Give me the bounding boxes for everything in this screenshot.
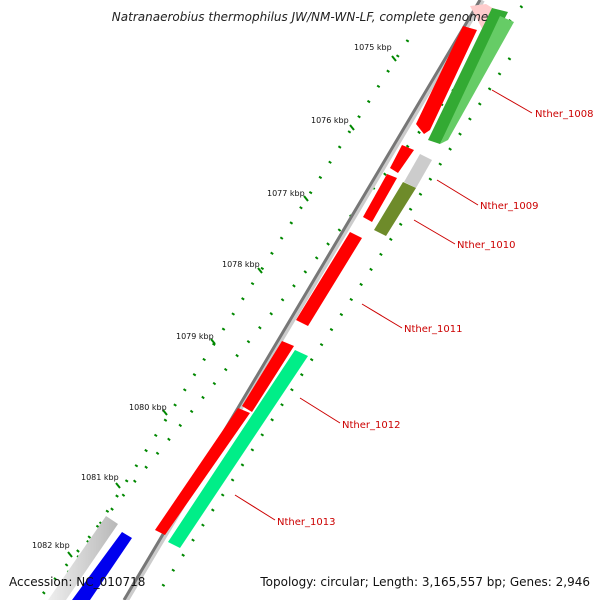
- gene-label-nther-1012: Nther_1012: [342, 420, 400, 431]
- gene-labels: Nther_1008 Nther_1009 Nther_1010 Nther_1…: [277, 109, 593, 528]
- major-tick: [391, 55, 397, 62]
- hit-feature-olive: [374, 182, 416, 236]
- cds-track: [155, 4, 502, 535]
- scale-label: 1082 kbp: [32, 541, 70, 550]
- scale-label: 1080 kbp: [129, 403, 167, 412]
- cds-feature: [155, 408, 250, 535]
- major-ticks: [67, 55, 397, 558]
- hit-feature-green-light: [440, 16, 514, 144]
- leader-line: [413, 219, 456, 245]
- major-tick: [349, 124, 355, 131]
- scale-label: 1075 kbp: [354, 43, 392, 52]
- scale-label: 1077 kbp: [267, 189, 305, 198]
- genome-summary-text: Topology: circular; Length: 3,165,557 bp…: [259, 575, 590, 589]
- leader-line: [299, 397, 341, 424]
- minor-tick-row: [36, 5, 524, 600]
- scale-labels: 1075 kbp 1076 kbp 1077 kbp 1078 kbp 1079…: [32, 43, 392, 550]
- cds-feature: [296, 232, 362, 326]
- hit-track: [168, 8, 514, 548]
- cds-feature: [416, 26, 477, 134]
- leader-line: [491, 89, 533, 114]
- no-hit-feature: [48, 516, 118, 600]
- gene-label-nther-1010: Nther_1010: [457, 240, 515, 251]
- minor-tick-row: [50, 39, 410, 599]
- major-tick: [162, 409, 168, 416]
- major-tick: [257, 267, 263, 274]
- minor-ticks: [36, 5, 524, 600]
- major-tick: [210, 338, 216, 345]
- cds-feature: [390, 145, 414, 173]
- scale-label: 1079 kbp: [176, 332, 214, 341]
- gene-label-nther-1008: Nther_1008: [535, 109, 593, 120]
- cds-feature: [363, 174, 397, 222]
- blast-hit-feature: [72, 532, 132, 600]
- leader-line: [361, 303, 403, 329]
- scale-label: 1076 kbp: [311, 116, 349, 125]
- map-title: Natranaerobius thermophilus JW/NM-WN-LF,…: [112, 10, 488, 24]
- gene-label-nther-1013: Nther_1013: [277, 517, 335, 528]
- leader-line: [436, 179, 479, 206]
- scale-label: 1078 kbp: [222, 260, 260, 269]
- hit-feature-grey: [404, 154, 432, 188]
- leader-lines: [234, 89, 533, 521]
- major-tick: [303, 195, 309, 202]
- hit-feature-aqua: [168, 350, 308, 548]
- scale-label: 1081 kbp: [81, 473, 119, 482]
- accession-text: Accession: NC_010718: [9, 575, 145, 589]
- gene-label-nther-1009: Nther_1009: [480, 201, 538, 212]
- gene-label-nther-1011: Nther_1011: [404, 324, 462, 335]
- cds-feature: [242, 341, 294, 412]
- leader-line: [234, 494, 276, 521]
- major-tick: [67, 551, 73, 558]
- major-tick: [115, 482, 121, 489]
- lower-features: [48, 516, 132, 600]
